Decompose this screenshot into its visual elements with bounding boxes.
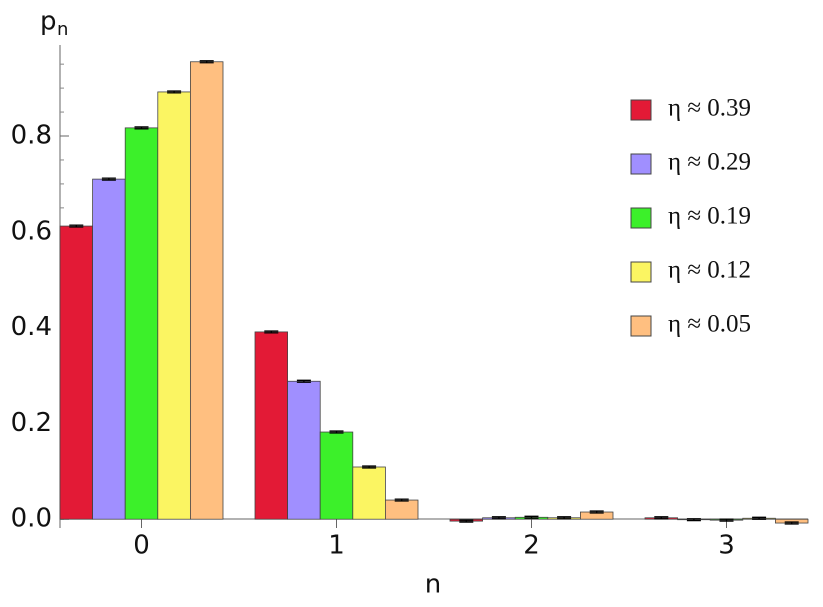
legend-swatch (630, 99, 652, 121)
y-label: p (40, 7, 57, 37)
error-bar (134, 126, 149, 130)
bar (287, 380, 321, 520)
y-tick-label: 0.6 (11, 216, 52, 246)
x-tick-label: 2 (523, 531, 540, 561)
error-bar (686, 518, 701, 522)
error-bar (557, 516, 572, 520)
y-tick-label: 0.0 (11, 504, 52, 534)
x-tick-label: 0 (133, 531, 150, 561)
bar (124, 127, 159, 520)
x-tick-label: 3 (718, 531, 735, 561)
bar (352, 466, 386, 520)
y-tick-label: 0.8 (11, 121, 52, 151)
bar (189, 61, 224, 520)
error-bar (69, 224, 84, 228)
bar (59, 225, 93, 520)
y-label-subscript: n (57, 19, 68, 40)
legend-swatch (630, 207, 652, 229)
bar (254, 331, 288, 520)
error-bar (394, 498, 409, 502)
error-bar (459, 519, 474, 523)
bar (384, 499, 419, 520)
error-bar (524, 515, 539, 519)
bar (319, 431, 354, 520)
y-tick-label: 0.2 (11, 408, 52, 438)
bar (92, 178, 126, 520)
error-bar (752, 516, 767, 520)
x-label: n (425, 570, 441, 600)
legend-label: η ≈ 0.12 (668, 257, 751, 284)
legend-label: η ≈ 0.05 (668, 311, 751, 338)
legend-swatch (630, 315, 652, 337)
error-bar (101, 177, 116, 181)
legend-label: η ≈ 0.19 (668, 203, 751, 230)
legend-swatch (630, 153, 652, 175)
bar (157, 91, 191, 520)
error-bar (654, 516, 669, 520)
y-tick-label: 0.4 (11, 312, 52, 342)
error-bar (362, 465, 377, 469)
x-tick-label: 1 (328, 531, 345, 561)
error-bar (329, 430, 344, 434)
legend-label: η ≈ 0.39 (668, 95, 751, 122)
error-bar (719, 518, 734, 522)
error-bar (589, 510, 604, 514)
legend-swatch (630, 261, 652, 283)
error-bar (167, 90, 182, 94)
legend-label: η ≈ 0.29 (668, 149, 751, 176)
error-bar (491, 516, 506, 520)
error-bar (199, 60, 214, 64)
error-bar (264, 330, 279, 334)
error-bar (784, 521, 799, 525)
error-bar (296, 379, 311, 383)
